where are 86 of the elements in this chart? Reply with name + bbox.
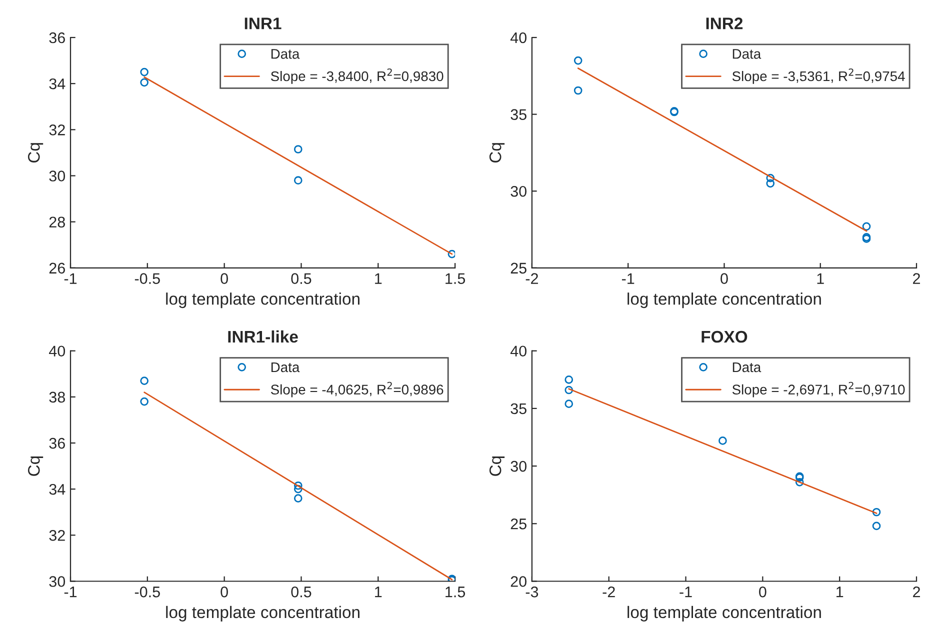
y-tick-label: 26 <box>49 262 65 274</box>
y-axis-title: Cq <box>28 456 44 476</box>
x-tick-label: 2 <box>913 586 920 598</box>
point <box>766 179 775 188</box>
x-tick-label: 0.5 <box>291 586 312 598</box>
x-axis-title: log template concentration <box>628 606 821 622</box>
y-tick-label: 30 <box>510 186 526 197</box>
x-tick-label: 1 <box>375 586 382 598</box>
y-tick-label: 25 <box>510 518 526 530</box>
point <box>140 78 148 87</box>
y-tick-label: 30 <box>49 576 66 587</box>
x-tick-label: -2 <box>526 273 538 284</box>
legend-label: Data <box>732 49 762 59</box>
point <box>718 436 727 445</box>
y-tick-label: 32 <box>49 124 65 136</box>
x-tick-label: 1 <box>836 586 844 598</box>
legend-label: Slope = -3,5361, R$^{2}$=0,9754 <box>732 68 905 84</box>
y-tick-label: 35 <box>510 109 526 120</box>
y-tick-label: 40 <box>510 346 526 357</box>
x-tick-label: 0 <box>220 273 228 284</box>
point <box>294 481 302 490</box>
x-tick-label: 1 <box>375 273 382 284</box>
x-tick-label: -1 <box>622 273 634 284</box>
point <box>140 376 148 385</box>
x-tick-label: 1.5 <box>446 586 466 598</box>
y-tick-label: 28 <box>49 216 65 228</box>
y-tick-label: 35 <box>510 403 526 414</box>
legend-label: Slope = -4,0625, R$^{2}$=0,9896 <box>270 382 444 398</box>
legend-label: Slope = -3,8400, R$^{2}$=0,9830 <box>270 68 444 84</box>
y-tick-label: 40 <box>49 346 66 357</box>
point <box>872 522 881 530</box>
x-axis-title: log template concentration <box>166 292 360 308</box>
y-axis-title: Cq <box>489 143 505 163</box>
x-tick-label: 0 <box>759 586 766 598</box>
legend-label: Slope = -2,6971, R$^{2}$=0,9710 <box>732 382 905 398</box>
point <box>564 400 574 408</box>
x-tick-label: -1 <box>64 273 77 284</box>
x-tick-label: -2 <box>602 586 615 598</box>
point <box>564 375 574 384</box>
y-tick-label: 20 <box>510 576 526 587</box>
x-tick-label: -0.5 <box>134 586 160 598</box>
point <box>795 478 804 486</box>
point <box>140 397 148 406</box>
x-tick-label: 2 <box>913 273 920 284</box>
point <box>564 386 574 394</box>
x-tick-label: -1 <box>680 586 692 598</box>
x-tick-label: 0.5 <box>291 273 312 284</box>
point <box>574 86 582 95</box>
x-tick-label: 0 <box>720 273 728 284</box>
point <box>448 250 456 258</box>
point <box>140 68 148 76</box>
chart-title: INR1 <box>244 18 282 30</box>
point <box>574 56 582 65</box>
y-axis-title: Cq <box>28 143 44 163</box>
y-tick-label: 34 <box>49 78 66 90</box>
legend-label: Data <box>271 49 300 59</box>
y-tick-label: 36 <box>49 32 65 44</box>
point <box>766 174 775 182</box>
point <box>294 494 302 502</box>
chart-title: INR1-like <box>228 330 298 343</box>
point <box>862 222 871 231</box>
x-tick-label: 0 <box>220 586 228 598</box>
y-tick-label: 30 <box>49 170 66 182</box>
y-tick-label: 32 <box>49 530 65 541</box>
y-tick-label: 40 <box>510 32 526 44</box>
point <box>294 484 302 494</box>
chart-title: INR2 <box>706 18 743 30</box>
y-tick-label: 38 <box>49 392 65 403</box>
x-tick-label: -3 <box>526 586 538 598</box>
x-tick-label: 1 <box>817 273 824 284</box>
y-tick-label: 36 <box>49 438 65 449</box>
point <box>294 176 302 185</box>
legend-label: Data <box>271 362 300 372</box>
y-tick-label: 30 <box>510 460 526 472</box>
x-tick-label: -0.5 <box>134 273 160 284</box>
y-tick-label: 34 <box>49 484 66 495</box>
x-axis-title: log template concentration <box>166 606 360 622</box>
point <box>872 508 881 516</box>
x-tick-label: 1.5 <box>446 273 466 284</box>
x-tick-label: -1 <box>64 586 77 598</box>
point <box>294 145 302 154</box>
y-axis-title: Cq <box>489 456 505 476</box>
legend-label: Data <box>732 362 762 372</box>
x-axis-title: log template concentration <box>628 292 821 308</box>
chart-title: FOXO <box>702 330 748 343</box>
y-tick-label: 25 <box>510 262 526 274</box>
